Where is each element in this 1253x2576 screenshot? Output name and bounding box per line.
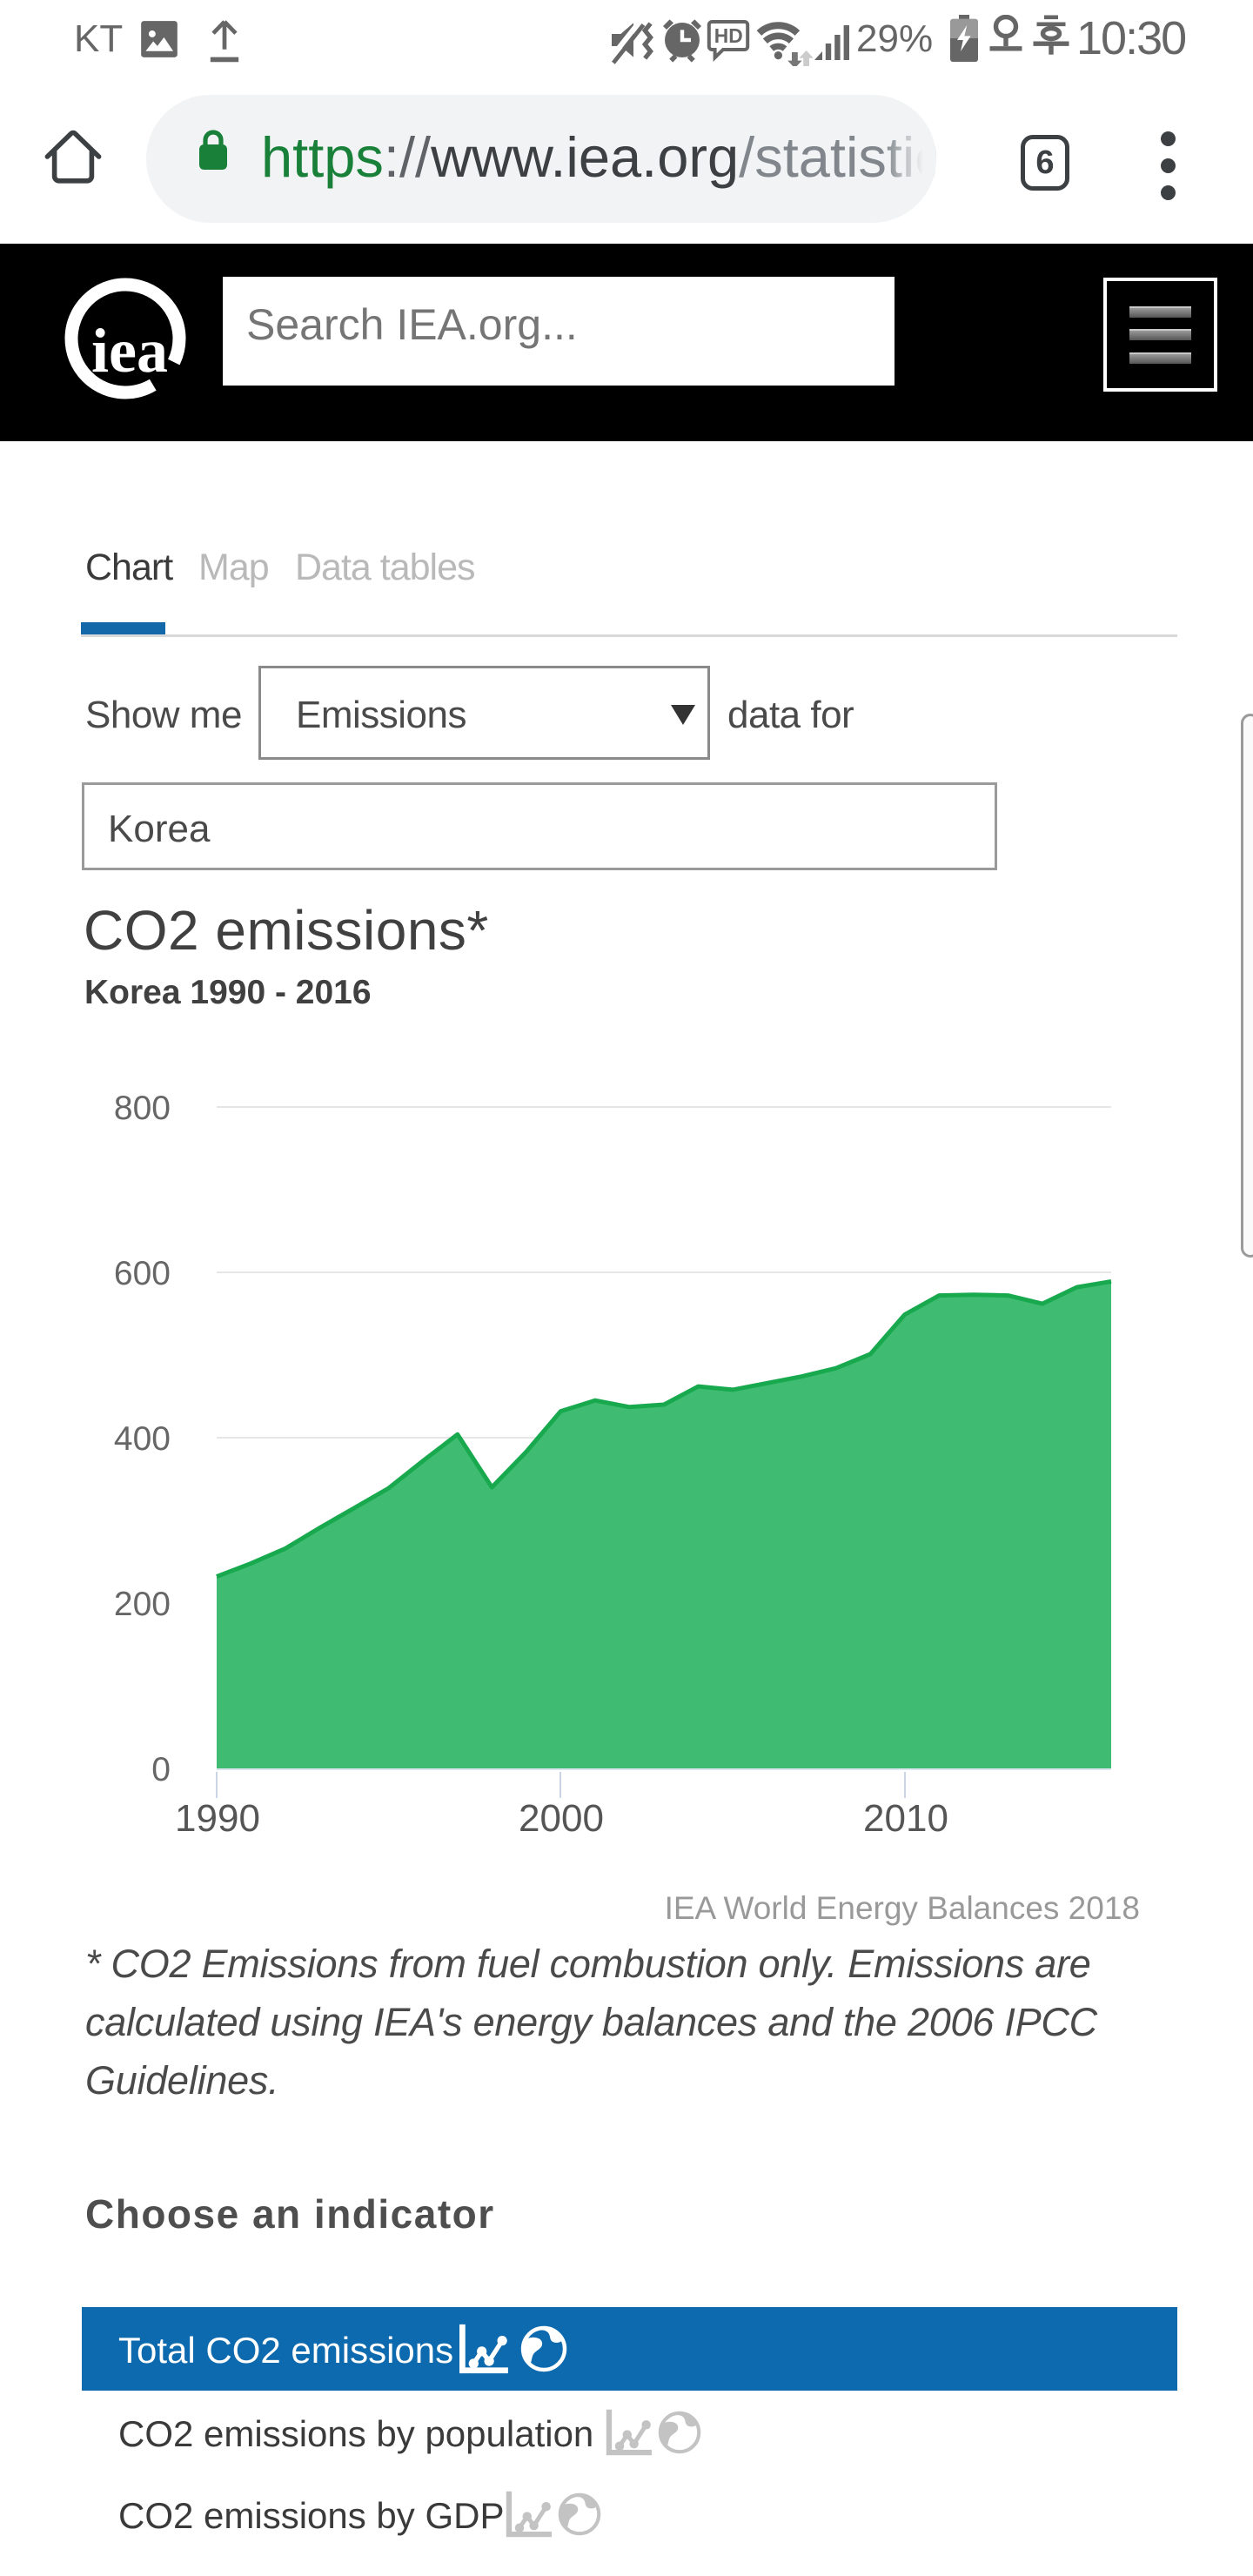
svg-text:200: 200 xyxy=(114,1586,171,1623)
svg-text:0: 0 xyxy=(151,1751,171,1788)
svg-text:400: 400 xyxy=(114,1420,171,1458)
svg-text:HD: HD xyxy=(714,24,743,47)
svg-text:1990: 1990 xyxy=(175,1797,260,1840)
svg-text:800: 800 xyxy=(114,1090,171,1127)
svg-text:iea: iea xyxy=(91,316,168,386)
svg-text:2000: 2000 xyxy=(519,1797,604,1840)
svg-text:2010: 2010 xyxy=(863,1797,948,1840)
svg-text:600: 600 xyxy=(114,1255,171,1292)
